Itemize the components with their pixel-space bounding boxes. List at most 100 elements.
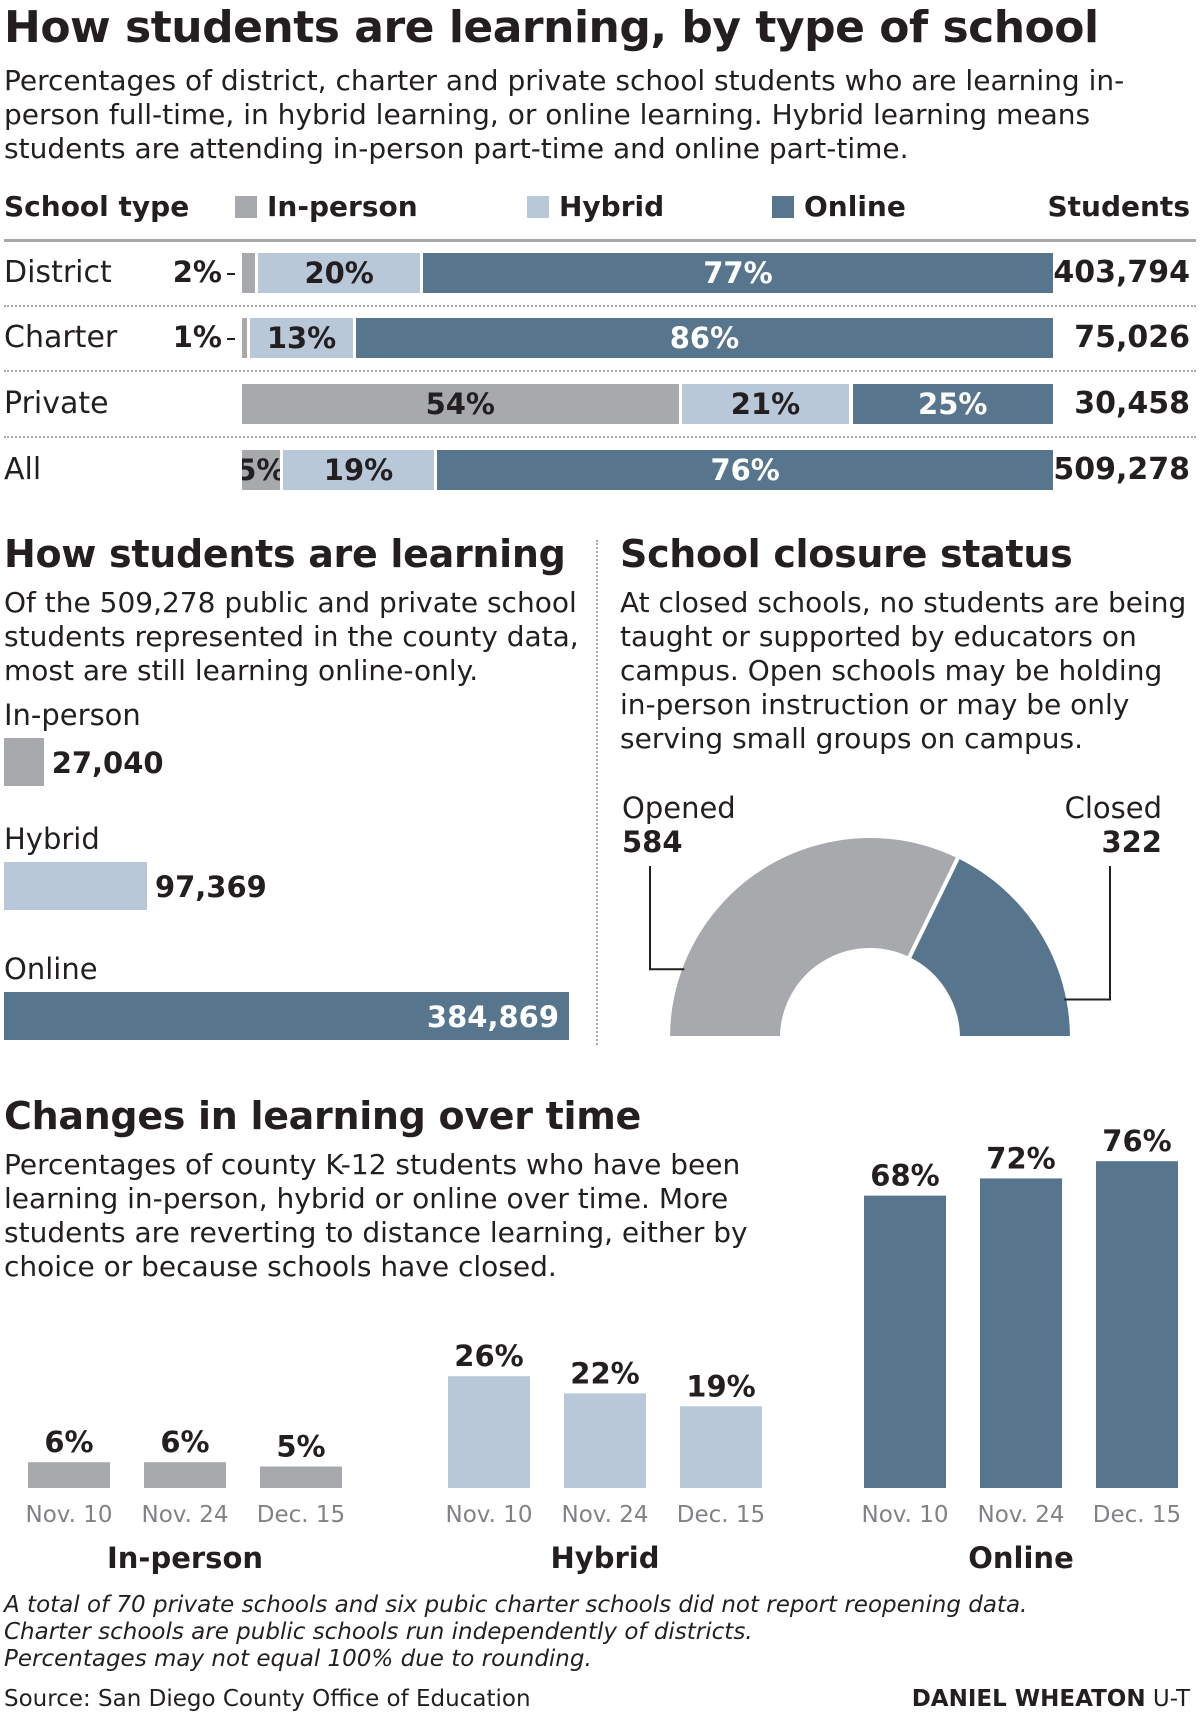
time-group-label: Online (968, 1541, 1074, 1575)
semicircle-value-label: 584 (622, 825, 683, 859)
time-bar (28, 1462, 110, 1488)
row-label: District (4, 255, 112, 290)
total-bar (4, 992, 569, 1040)
time-bar (260, 1466, 342, 1488)
semicircle-slice-opened (665, 834, 962, 1040)
footnote-2: Charter schools are public schools run i… (4, 1619, 753, 1645)
row-label: Private (4, 386, 109, 421)
legend-inperson: In-person (235, 190, 418, 223)
time-bar-chart: 6% Nov. 10 6% Nov. 24 5% Dec. 15 In-person 26% N… (26, 1124, 1182, 1575)
credit-org: U-T (1152, 1686, 1190, 1712)
row-divider (4, 370, 1196, 372)
small-pct-label: 2% (172, 255, 222, 289)
time-group-label: In-person (107, 1541, 263, 1575)
legend-label-hybrid: Hybrid (559, 190, 665, 223)
time-bar-date-label: Nov. 10 (862, 1502, 949, 1528)
legend-hybrid: Hybrid (527, 190, 664, 223)
total-bar-label: Hybrid (4, 822, 100, 856)
time-bar-value: 68% (870, 1159, 939, 1193)
time-group-label: Hybrid (551, 1541, 660, 1575)
semicircle-leader-line (649, 866, 685, 971)
bar-segment-in-person (242, 253, 256, 293)
semicircle-value-label: 322 (1101, 825, 1162, 859)
time-bar-value: 76% (1102, 1124, 1171, 1158)
row-divider (4, 436, 1196, 438)
main-title: How students are learning, by type of sc… (4, 2, 1099, 53)
time-bar-value: 19% (686, 1369, 755, 1403)
section4-text: Percentages of county K-12 students who … (4, 1148, 748, 1283)
time-bar-date-label: Dec. 15 (677, 1502, 765, 1528)
header-school-type: School type (4, 190, 190, 223)
bar-segment-online: 76% (437, 450, 1053, 490)
total-bar-label: Online (4, 952, 98, 986)
time-bar (680, 1406, 762, 1488)
total-bar (4, 862, 147, 910)
students-count: 30,458 (1074, 386, 1190, 421)
credit-name: DANIEL WHEATON (911, 1686, 1146, 1712)
time-bar-value: 26% (454, 1339, 523, 1373)
bar-segment-hybrid: 20% (258, 253, 420, 293)
time-bar-value: 5% (276, 1430, 325, 1464)
section3-title: School closure status (620, 532, 1073, 576)
time-bar-value: 22% (570, 1356, 639, 1390)
time-bar-value: 72% (986, 1141, 1055, 1175)
bar-segment-hybrid: 13% (250, 318, 353, 358)
legend-swatch-inperson (235, 196, 257, 218)
time-bar (1096, 1161, 1178, 1488)
bar-segment-in-person: 5% (242, 450, 280, 490)
section3-text: At closed schools, no students are being… (620, 586, 1187, 755)
students-count: 75,026 (1074, 320, 1190, 355)
time-bar (564, 1393, 646, 1488)
total-bar-label: In-person (4, 698, 141, 732)
time-bar-value: 6% (160, 1425, 209, 1459)
time-bar-date-label: Nov. 24 (142, 1502, 229, 1528)
legend-label-online: Online (804, 190, 906, 223)
section2-text: Of the 509,278 public and private school… (4, 586, 579, 687)
legend-swatch-hybrid (527, 196, 549, 218)
time-bar (448, 1376, 530, 1488)
time-bar (144, 1462, 226, 1488)
time-bar (864, 1195, 946, 1488)
bar-segment-online: 25% (852, 384, 1053, 424)
header-students: Students (1047, 190, 1190, 223)
footnote-1: A total of 70 private schools and six pu… (4, 1592, 1028, 1618)
bar-segment-hybrid: 19% (282, 450, 435, 490)
bar-segment-hybrid: 21% (681, 384, 850, 424)
row-label: Charter (4, 320, 118, 355)
legend-label-inperson: In-person (267, 190, 418, 223)
bar-segment-online: 77% (422, 253, 1053, 293)
students-count: 509,278 (1053, 452, 1190, 487)
students-count: 403,794 (1053, 255, 1190, 290)
legend-online: Online (772, 190, 906, 223)
credit: DANIEL WHEATON U-T (912, 1686, 1190, 1712)
bar-segment-in-person: 54% (242, 384, 679, 424)
time-bar-date-label: Nov. 24 (562, 1502, 649, 1528)
total-bar-value: 27,040 (51, 746, 164, 780)
source-note: Source: San Diego County Office of Educa… (4, 1686, 531, 1712)
semicircle-leader-line (1064, 866, 1111, 1001)
time-bar (980, 1178, 1062, 1488)
section2-title: How students are learning (4, 532, 566, 576)
row-divider (4, 305, 1196, 307)
section4-title: Changes in learning over time (4, 1094, 641, 1138)
small-pct-label: 1% (172, 320, 222, 354)
semicircle-slice-closed (905, 853, 1075, 1040)
time-bar-value: 6% (44, 1425, 93, 1459)
footnote-3: Percentages may not equal 100% due to ro… (4, 1646, 592, 1672)
semicircle-category-label: Opened (622, 791, 736, 825)
row-label: All (4, 452, 42, 487)
total-bar-value: 384,869 (426, 1000, 559, 1034)
time-bar-date-label: Dec. 15 (1093, 1502, 1181, 1528)
time-bar-date-label: Nov. 10 (26, 1502, 113, 1528)
semicircle-category-label: Closed (1065, 791, 1162, 825)
bar-segment-online: 86% (355, 318, 1053, 358)
legend-swatch-online (772, 196, 794, 218)
time-bar-date-label: Dec. 15 (257, 1502, 345, 1528)
header-rule (4, 239, 1196, 242)
time-bar-date-label: Nov. 10 (446, 1502, 533, 1528)
main-subtitle: Percentages of district, charter and pri… (4, 64, 1125, 165)
section-divider (596, 540, 598, 1045)
total-bar (4, 738, 44, 786)
leader-dash (227, 273, 235, 275)
